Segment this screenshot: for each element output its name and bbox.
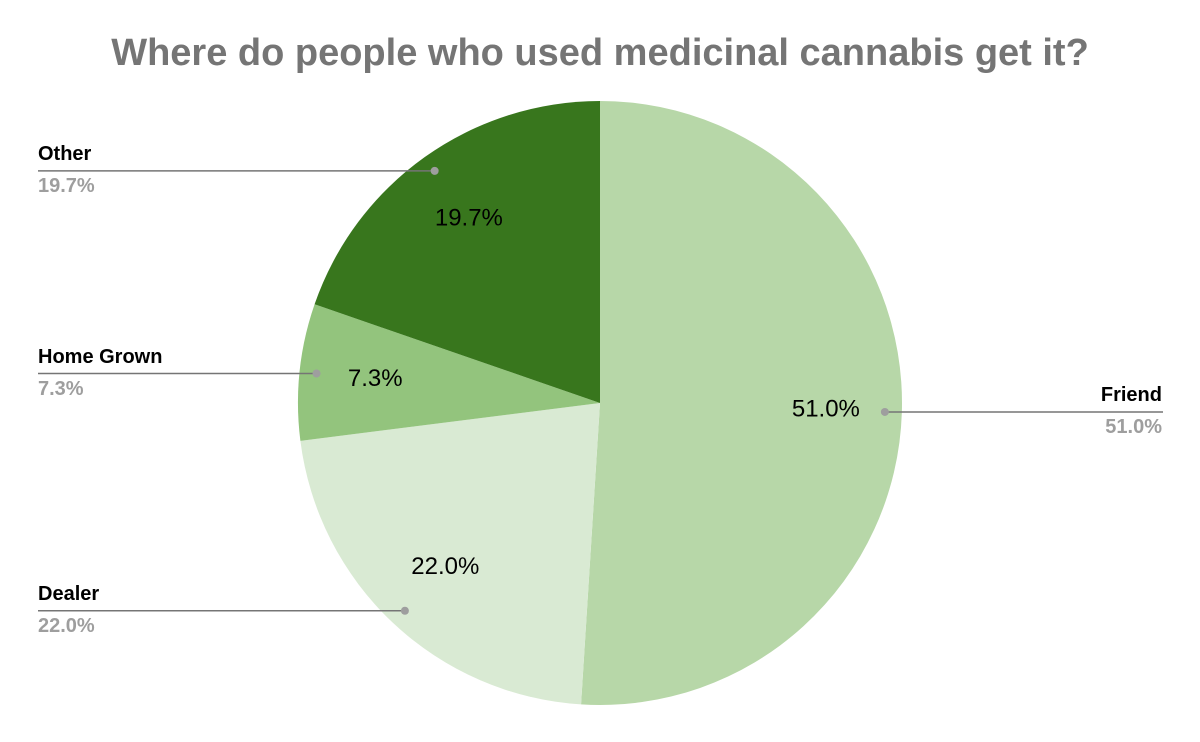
legend-value: 51.0% — [1105, 416, 1162, 438]
pie-slice — [314, 101, 600, 403]
slice-label: 7.3% — [348, 365, 403, 392]
chart-title: Where do people who used medicinal canna… — [111, 32, 1089, 74]
slice-label: 51.0% — [792, 395, 860, 422]
leader-dot — [312, 369, 321, 378]
slice-label: 19.7% — [435, 204, 503, 231]
legend-label: Home Grown — [38, 346, 162, 368]
legend-value: 7.3% — [38, 378, 84, 400]
legend-value: 22.0% — [38, 615, 95, 637]
legend-label: Friend — [1101, 384, 1162, 406]
leader-dot — [880, 407, 889, 416]
pie-slice — [297, 304, 600, 441]
leader-dot — [430, 166, 439, 175]
pie-slice — [581, 101, 903, 706]
legend-label: Dealer — [38, 583, 99, 605]
leader-dot — [400, 606, 409, 615]
legend-label: Other — [38, 143, 92, 165]
pie-slice — [300, 403, 600, 705]
slice-label: 22.0% — [411, 553, 479, 580]
legend-value: 19.7% — [38, 175, 95, 197]
